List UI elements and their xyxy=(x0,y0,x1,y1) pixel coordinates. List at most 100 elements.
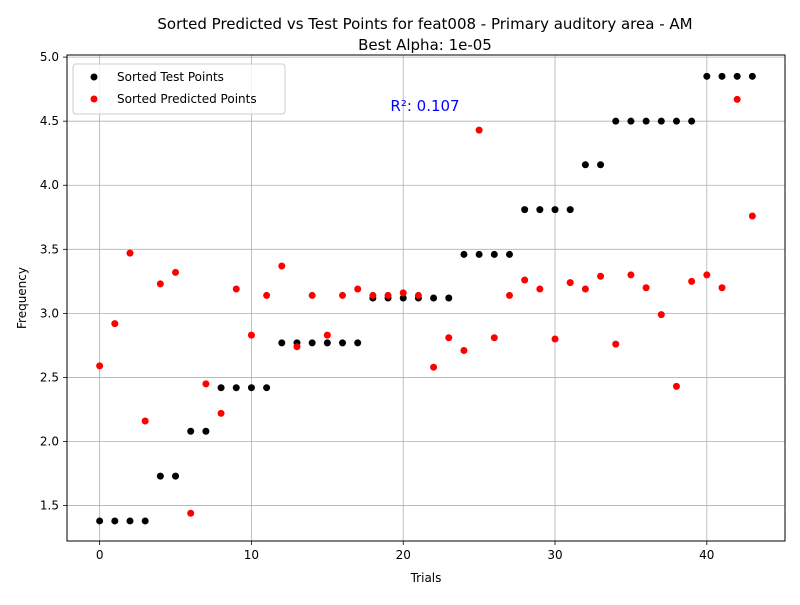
y-tick-label: 4.5 xyxy=(40,114,59,128)
predicted-point xyxy=(505,291,513,299)
test-point xyxy=(612,117,620,125)
legend-marker-predicted-points xyxy=(90,95,98,103)
predicted-point xyxy=(354,285,362,293)
predicted-point xyxy=(657,311,665,319)
test-point xyxy=(581,161,589,169)
predicted-point xyxy=(642,284,650,292)
predicted-point xyxy=(217,409,225,417)
test-point xyxy=(688,117,696,125)
test-point xyxy=(323,339,331,347)
test-point xyxy=(156,472,164,480)
predicted-point xyxy=(111,320,119,328)
predicted-point xyxy=(414,291,422,299)
predicted-point xyxy=(597,272,605,280)
predicted-point xyxy=(172,268,180,276)
predicted-point xyxy=(672,382,680,390)
test-point xyxy=(672,117,680,125)
predicted-point xyxy=(688,277,696,285)
predicted-point xyxy=(581,285,589,293)
predicted-point xyxy=(566,279,574,287)
predicted-point xyxy=(156,280,164,288)
predicted-point xyxy=(490,334,498,342)
y-axis-label: Frequency xyxy=(15,267,29,329)
chart-title: Sorted Predicted vs Test Points for feat… xyxy=(157,15,692,33)
y-tick-label: 4.0 xyxy=(40,178,59,192)
data-points xyxy=(96,72,756,525)
predicted-point xyxy=(445,334,453,342)
predicted-point xyxy=(384,291,392,299)
test-point xyxy=(354,339,362,347)
predicted-point xyxy=(718,284,726,292)
plot-area-frame xyxy=(66,54,786,542)
r-squared-annotation: R²: 0.107 xyxy=(390,97,459,115)
test-point xyxy=(718,72,726,80)
test-point xyxy=(96,517,104,525)
predicted-point xyxy=(263,291,271,299)
predicted-point xyxy=(460,347,468,355)
test-point xyxy=(733,72,741,80)
test-point xyxy=(597,161,605,169)
predicted-point xyxy=(141,417,149,425)
x-axis-label: Trials xyxy=(410,571,442,585)
chart-subtitle: Best Alpha: 1e-05 xyxy=(358,36,492,54)
x-tick-label: 10 xyxy=(244,548,259,562)
test-point xyxy=(217,384,225,392)
predicted-point xyxy=(308,291,316,299)
test-point xyxy=(172,472,180,480)
legend-label-predicted-points: Sorted Predicted Points xyxy=(117,92,257,106)
test-point xyxy=(642,117,650,125)
predicted-point xyxy=(126,249,134,257)
legend-marker-test-points xyxy=(90,73,98,81)
test-point xyxy=(551,206,559,214)
x-tick-label: 40 xyxy=(699,548,714,562)
predicted-point xyxy=(703,271,711,279)
test-point xyxy=(521,206,529,214)
axis-ticks: 0 10 20 30 40 1.5 2.0 2.5 3.0 3.5 4.0 4.5 5.0 xyxy=(40,50,715,562)
predicted-point xyxy=(323,331,331,339)
test-point xyxy=(475,250,483,258)
predicted-point xyxy=(96,362,104,370)
predicted-point xyxy=(430,363,438,371)
test-point xyxy=(627,117,635,125)
y-tick-label: 3.5 xyxy=(40,242,59,256)
predicted-point xyxy=(232,285,240,293)
test-point xyxy=(232,384,240,392)
x-tick-label: 30 xyxy=(547,548,562,562)
series-test-points xyxy=(96,72,756,525)
test-point xyxy=(308,339,316,347)
predicted-point xyxy=(339,291,347,299)
series-predicted-points xyxy=(96,95,756,517)
predicted-point xyxy=(247,331,255,339)
test-point xyxy=(278,339,286,347)
test-point xyxy=(126,517,134,525)
test-point xyxy=(263,384,271,392)
predicted-point xyxy=(399,289,407,297)
predicted-point xyxy=(293,343,301,351)
legend-label-test-points: Sorted Test Points xyxy=(117,70,224,84)
predicted-point xyxy=(187,509,195,517)
y-tick-label: 3.0 xyxy=(40,306,59,320)
x-tick-label: 0 xyxy=(96,548,104,562)
predicted-point xyxy=(475,126,483,134)
test-point xyxy=(187,427,195,435)
test-point xyxy=(703,72,711,80)
predicted-point xyxy=(733,95,741,103)
x-tick-label: 20 xyxy=(396,548,411,562)
predicted-point xyxy=(748,212,756,220)
test-point xyxy=(430,294,438,302)
predicted-point xyxy=(612,340,620,348)
test-point xyxy=(399,294,407,302)
y-tick-label: 1.5 xyxy=(40,499,59,513)
legend: Sorted Test Points Sorted Predicted Poin… xyxy=(72,63,286,115)
y-tick-label: 2.0 xyxy=(40,435,59,449)
test-point xyxy=(111,517,119,525)
predicted-point xyxy=(521,276,529,284)
test-point xyxy=(657,117,665,125)
predicted-point xyxy=(202,380,210,388)
y-tick-label: 2.5 xyxy=(40,370,59,384)
test-point xyxy=(748,72,756,80)
predicted-point xyxy=(551,335,559,343)
test-point xyxy=(445,294,453,302)
test-point xyxy=(536,206,544,214)
